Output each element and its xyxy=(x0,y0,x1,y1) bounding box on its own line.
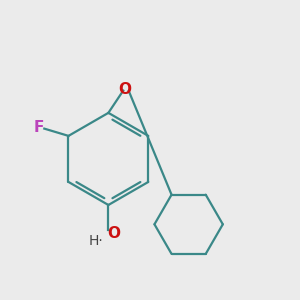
Text: O: O xyxy=(107,226,120,241)
Text: O: O xyxy=(118,82,131,97)
Text: F: F xyxy=(34,120,44,135)
Text: H·: H· xyxy=(89,234,104,248)
